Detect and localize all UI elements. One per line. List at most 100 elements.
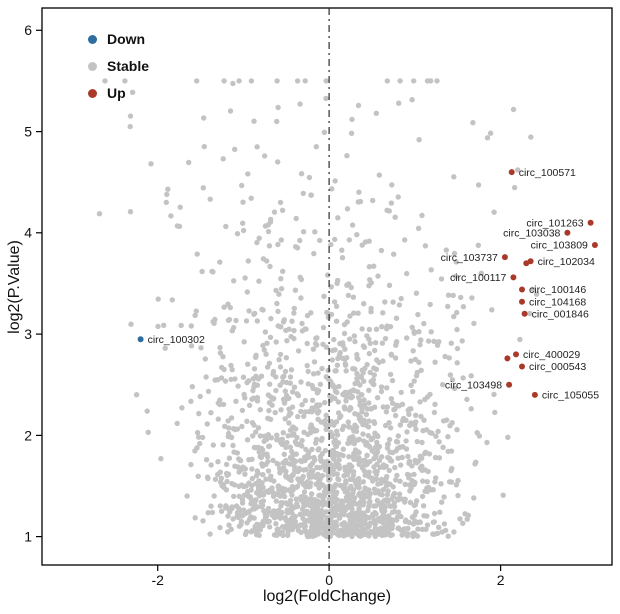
- stable-point: [306, 174, 313, 181]
- stable-point: [227, 304, 233, 311]
- stable-point: [343, 494, 350, 501]
- stable-point: [240, 227, 247, 234]
- stable-point: [432, 359, 438, 365]
- stable-point: [448, 448, 455, 454]
- stable-point: [299, 402, 305, 408]
- stable-point: [303, 466, 309, 473]
- stable-point: [355, 310, 361, 316]
- stable-point: [371, 263, 377, 269]
- stable-point: [220, 401, 227, 408]
- stable-point: [322, 417, 329, 424]
- stable-point: [244, 379, 250, 386]
- stable-point: [302, 397, 309, 404]
- stable-point: [284, 379, 290, 386]
- stable-point: [256, 278, 262, 284]
- stable-point: [255, 490, 261, 497]
- stable-point: [370, 381, 376, 387]
- stable-point: [382, 335, 389, 342]
- stable-point: [290, 519, 296, 525]
- stable-point: [208, 410, 214, 416]
- stable-point: [347, 435, 353, 441]
- stable-point: [386, 467, 392, 474]
- stable-point: [217, 503, 223, 509]
- stable-point: [528, 134, 534, 140]
- stable-point: [349, 463, 355, 470]
- stable-point: [249, 475, 255, 482]
- stable-point: [274, 460, 280, 467]
- stable-point: [251, 500, 258, 506]
- stable-point: [215, 459, 221, 465]
- stable-point: [217, 259, 223, 265]
- stable-point: [308, 192, 314, 198]
- stable-point: [310, 346, 317, 352]
- stable-point: [355, 102, 362, 109]
- gene-label: circ_100117: [450, 272, 507, 284]
- stable-point: [260, 342, 266, 349]
- stable-point: [325, 367, 331, 374]
- stable-point: [251, 384, 257, 390]
- stable-point: [402, 481, 408, 487]
- up-point: [531, 391, 538, 398]
- up-point: [564, 229, 571, 236]
- stable-point: [259, 461, 265, 467]
- stable-point: [284, 338, 290, 344]
- stable-point: [346, 237, 352, 243]
- stable-point: [354, 351, 360, 358]
- stable-point: [386, 519, 392, 525]
- stable-point: [409, 97, 415, 103]
- stable-point: [289, 389, 296, 395]
- stable-point: [256, 524, 262, 531]
- stable-point: [289, 483, 296, 490]
- stable-point: [308, 422, 314, 428]
- stable-point: [381, 528, 388, 534]
- stable-point: [203, 457, 210, 463]
- stable-point: [422, 450, 428, 457]
- stable-point: [300, 190, 306, 197]
- stable-point: [291, 310, 297, 316]
- stable-point: [417, 519, 423, 526]
- up-point: [587, 219, 594, 226]
- stable-point: [471, 495, 477, 501]
- stable-point: [359, 465, 366, 471]
- stable-point: [415, 311, 421, 318]
- stable-point: [266, 400, 273, 406]
- stable-point: [349, 394, 356, 400]
- down-point: [137, 336, 144, 343]
- stable-point: [298, 276, 305, 283]
- stable-point: [341, 330, 348, 337]
- stable-point: [224, 505, 230, 511]
- stable-point: [403, 438, 409, 444]
- stable-point: [217, 397, 223, 403]
- stable-point: [469, 295, 475, 301]
- stable-point: [407, 499, 414, 506]
- stable-point: [222, 423, 228, 429]
- stable-point: [460, 304, 467, 310]
- stable-point: [225, 317, 232, 323]
- stable-point: [361, 397, 367, 403]
- stable-point: [426, 451, 433, 457]
- stable-point: [383, 475, 389, 482]
- stable-point: [328, 284, 334, 290]
- stable-point: [394, 472, 400, 479]
- stable-point: [264, 513, 270, 519]
- stable-point: [441, 494, 447, 500]
- stable-point: [148, 161, 154, 167]
- stable-point: [398, 389, 404, 396]
- stable-point: [293, 244, 299, 250]
- stable-point: [260, 256, 267, 262]
- stable-point: [360, 431, 366, 437]
- stable-point: [312, 507, 318, 513]
- stable-point: [299, 320, 305, 327]
- stable-point: [315, 500, 322, 506]
- stable-point: [416, 137, 422, 143]
- stable-point: [230, 516, 236, 522]
- stable-point: [270, 457, 276, 464]
- stable-point: [391, 500, 397, 506]
- stable-point: [257, 433, 263, 439]
- stable-point: [274, 432, 280, 438]
- stable-point: [279, 509, 285, 516]
- stable-point: [406, 460, 412, 467]
- stable-point: [248, 195, 254, 201]
- stable-point: [262, 223, 269, 229]
- stable-point: [306, 533, 313, 539]
